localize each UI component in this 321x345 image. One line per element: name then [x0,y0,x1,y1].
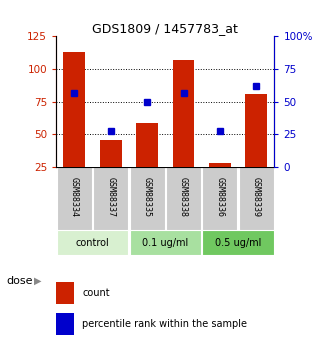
Text: GSM88338: GSM88338 [179,177,188,217]
Text: dose: dose [6,276,33,286]
Text: GSM88336: GSM88336 [215,177,224,217]
Bar [57,167,92,230]
Text: GSM88339: GSM88339 [252,177,261,217]
Text: 0.1 ug/ml: 0.1 ug/ml [142,238,188,248]
Bar [166,167,201,230]
Bar [57,230,128,255]
Bar [100,140,122,200]
Bar [130,230,201,255]
Bar [245,94,267,200]
Text: 0.5 ug/ml: 0.5 ug/ml [215,238,261,248]
Text: count: count [82,288,110,298]
Bar [239,167,274,230]
Text: control: control [76,238,109,248]
Bar [203,167,237,230]
Bar [209,163,231,200]
Text: GSM88334: GSM88334 [70,177,79,217]
Text: percentile rank within the sample: percentile rank within the sample [82,319,247,329]
Bar [203,230,274,255]
Text: GSM88335: GSM88335 [143,177,152,217]
Text: GSM88337: GSM88337 [106,177,115,217]
Title: GDS1809 / 1457783_at: GDS1809 / 1457783_at [92,22,238,35]
Bar [173,60,195,200]
Bar [136,122,158,200]
Bar [64,52,85,200]
Bar [56,282,74,304]
Bar [56,313,74,335]
Text: ▶: ▶ [34,276,41,286]
Bar [130,167,165,230]
Bar [93,167,128,230]
